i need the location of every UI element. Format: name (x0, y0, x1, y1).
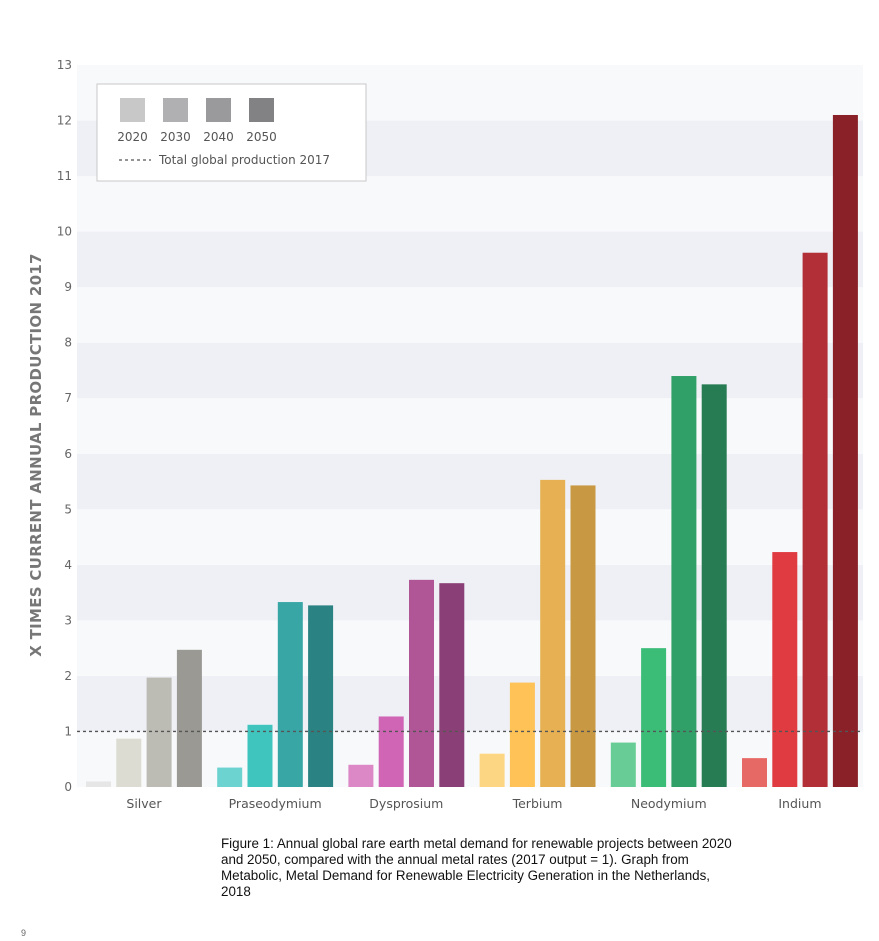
bar-terbium-2020 (479, 753, 505, 787)
bar-silver-2050 (176, 649, 202, 787)
grid-band (77, 342, 863, 399)
y-tick-label: 13 (57, 58, 72, 72)
legend-swatch-2050 (249, 98, 274, 122)
legend-swatch-2040 (206, 98, 231, 122)
grid-band (77, 731, 863, 787)
y-tick-label: 12 (57, 114, 72, 128)
grid-band (77, 231, 863, 288)
legend-label-2020: 2020 (117, 130, 148, 144)
legend-label-2050: 2050 (246, 130, 277, 144)
bar-terbium-2040 (540, 479, 566, 787)
bar-praseodymium-2050 (308, 605, 334, 787)
y-tick-label: 8 (64, 336, 72, 350)
y-tick-label: 3 (64, 613, 72, 627)
x-axis-labels: Silver Praseodymium Dysprosium Terbium Neody… (126, 796, 821, 811)
y-tick-label: 5 (64, 502, 72, 516)
bar-silver-2020 (86, 781, 111, 787)
grid-band (77, 509, 863, 565)
legend-label-2040: 2040 (203, 130, 234, 144)
y-axis-label: X TIMES CURRENT ANNUAL PRODUCTION 2017 (27, 253, 45, 657)
x-tick-label: Silver (126, 796, 162, 811)
y-tick-label: 0 (64, 780, 72, 794)
y-tick-label: 6 (64, 447, 72, 461)
bar-neodymium-2040 (671, 376, 697, 787)
bar-indium-2040 (802, 252, 828, 788)
page-number: 9 (21, 928, 27, 938)
bar-indium-2030 (772, 552, 798, 787)
x-tick-label: Dysprosium (369, 796, 443, 811)
legend-label-2030: 2030 (160, 130, 191, 144)
bar-silver-2030 (116, 738, 142, 787)
legend: 2020 2030 2040 2050 Total global production… (96, 83, 367, 182)
y-tick-label: 2 (64, 669, 72, 683)
bar-praseodymium-2040 (277, 602, 303, 787)
y-tick-label: 11 (57, 169, 72, 183)
x-tick-label: Terbium (512, 796, 563, 811)
bar-neodymium-2030 (641, 648, 667, 787)
grid-band (77, 287, 863, 343)
bars (86, 114, 858, 788)
grid-bands (77, 65, 863, 787)
grid-band (77, 620, 863, 676)
y-tick-label: 7 (64, 391, 72, 405)
bar-dysprosium-2050 (439, 583, 465, 787)
grid-band (77, 398, 863, 454)
y-tick-label: 10 (57, 225, 72, 239)
bar-praseodymium-2020 (217, 767, 243, 787)
bar-praseodymium-2030 (247, 724, 273, 787)
legend-reference-label: Total global production 2017 (158, 153, 330, 167)
grid-band (77, 176, 863, 232)
bar-neodymium-2050 (701, 384, 727, 787)
grid-band (77, 564, 863, 621)
bar-terbium-2050 (570, 485, 596, 787)
bar-indium-2020 (742, 758, 767, 787)
x-tick-label: Indium (778, 796, 821, 811)
grid-band (77, 675, 863, 732)
x-tick-label: Praseodymium (229, 796, 322, 811)
bar-neodymium-2020 (610, 742, 636, 787)
grid-band (77, 453, 863, 510)
bar-dysprosium-2030 (378, 716, 404, 787)
legend-swatch-2020 (120, 98, 145, 122)
legend-swatch-2030 (163, 98, 188, 122)
y-tick-label: 4 (64, 558, 72, 572)
y-tick-label: 9 (64, 280, 72, 294)
bar-silver-2040 (146, 677, 172, 787)
y-tick-label: 1 (64, 724, 72, 738)
figure-caption: Figure 1: Annual global rare earth metal… (221, 836, 732, 899)
bar-dysprosium-2040 (409, 579, 434, 787)
bar-indium-2050 (832, 114, 858, 787)
bar-terbium-2030 (509, 682, 535, 787)
x-tick-label: Neodymium (631, 796, 707, 811)
bar-dysprosium-2020 (348, 764, 374, 787)
